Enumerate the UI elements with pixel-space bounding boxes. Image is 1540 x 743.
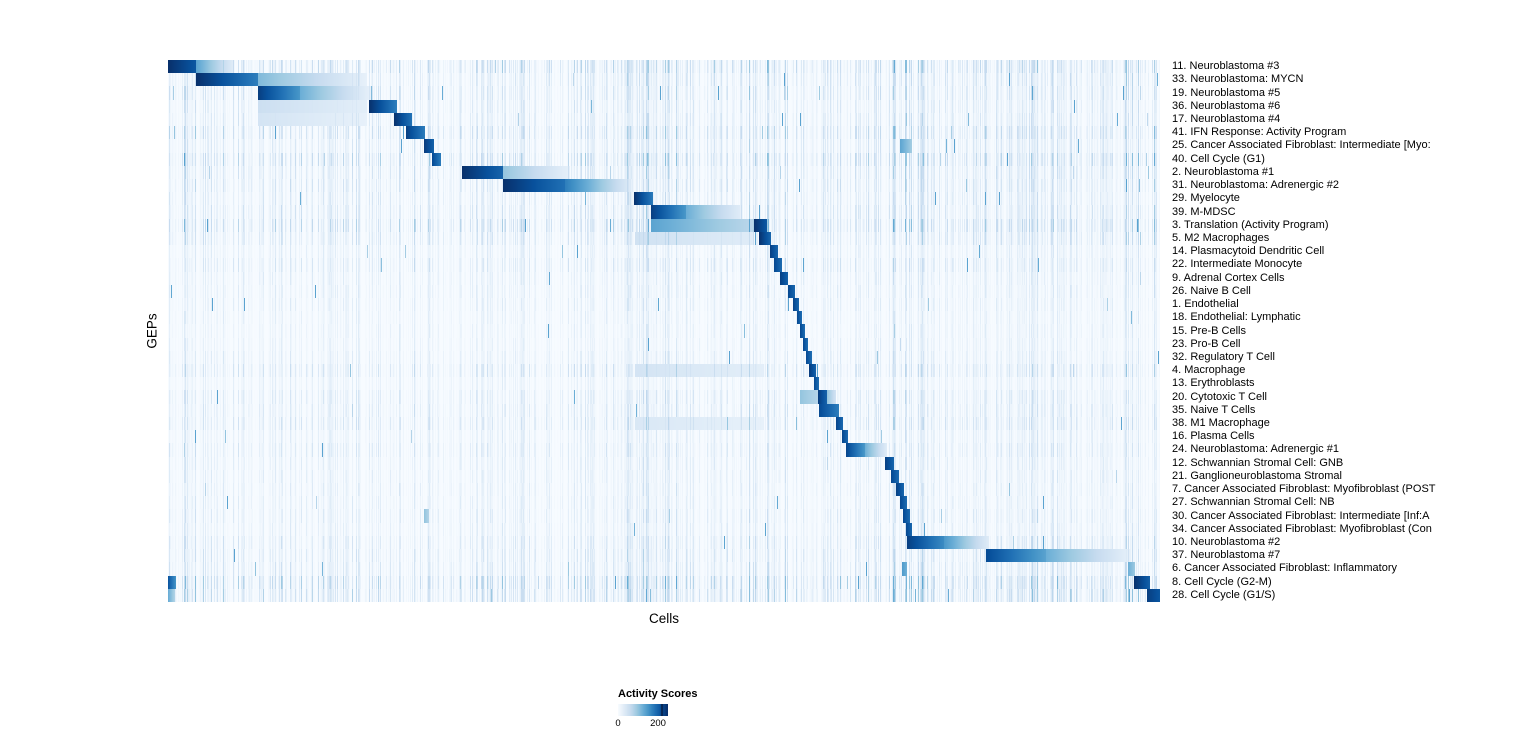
row-label: 5. M2 Macrophages — [1172, 231, 1270, 244]
legend-ticks: 0 200 — [615, 716, 668, 729]
row-label: 24. Neuroblastoma: Adrenergic #1 — [1172, 443, 1339, 456]
row-label: 20. Cytotoxic T Cell — [1172, 390, 1267, 403]
row-label: 29. Myelocyte — [1172, 192, 1240, 205]
legend-max-label: 200 — [650, 718, 666, 729]
legend: Activity Scores 0 200 — [615, 688, 738, 729]
row-label: 9. Adrenal Cortex Cells — [1172, 271, 1285, 284]
row-label: 4. Macrophage — [1172, 364, 1246, 377]
row-label: 11. Neuroblastoma #3 — [1172, 60, 1280, 73]
row-label: 18. Endothelial: Lymphatic — [1172, 311, 1301, 324]
row-label: 30. Cancer Associated Fibroblast: Interm… — [1172, 509, 1430, 522]
row-label: 8. Cell Cycle (G2-M) — [1172, 575, 1272, 588]
row-label: 26. Naive B Cell — [1172, 284, 1251, 297]
row-label: 6. Cancer Associated Fibroblast: Inflamm… — [1172, 562, 1397, 575]
row-label: 2. Neuroblastoma #1 — [1172, 165, 1275, 178]
row-label: 16. Plasma Cells — [1172, 430, 1255, 443]
row-label: 13. Erythroblasts — [1172, 377, 1255, 390]
row-label: 28. Cell Cycle (G1/S) — [1172, 588, 1276, 601]
x-axis-label: Cells — [648, 611, 679, 626]
row-label: 17. Neuroblastoma #4 — [1172, 112, 1281, 125]
row-label: 32. Regulatory T Cell — [1172, 350, 1275, 363]
legend-title: Activity Scores — [618, 688, 698, 700]
row-label: 41. IFN Response: Activity Program — [1172, 126, 1347, 139]
row-label: 14. Plasmacytoid Dendritic Cell — [1172, 245, 1325, 258]
row-label: 38. M1 Macrophage — [1172, 417, 1270, 430]
row-label: 3. Translation (Activity Program) — [1172, 218, 1329, 231]
row-label: 19. Neuroblastoma #5 — [1172, 86, 1281, 99]
heatmap-canvas — [168, 60, 1160, 602]
row-labels: 11. Neuroblastoma #3 33. Neuroblastoma: M… — [1172, 60, 1540, 602]
row-label: 15. Pre-B Cells — [1172, 324, 1246, 337]
row-label: 21. Ganglioneuroblastoma Stromal — [1172, 469, 1342, 482]
row-label: 31. Neuroblastoma: Adrenergic #2 — [1172, 179, 1339, 192]
row-label: 34. Cancer Associated Fibroblast: Myofib… — [1172, 522, 1432, 535]
legend-min-label: 0 — [615, 718, 621, 729]
y-axis-label: GEPs — [144, 313, 160, 349]
row-label: 7. Cancer Associated Fibroblast: Myofibr… — [1172, 483, 1436, 496]
row-label: 23. Pro-B Cell — [1172, 337, 1241, 350]
row-label: 40. Cell Cycle (G1) — [1172, 152, 1265, 165]
row-label: 1. Endothelial — [1172, 298, 1239, 311]
row-label: 39. M-MDSC — [1172, 205, 1236, 218]
row-label: 10. Neuroblastoma #2 — [1172, 536, 1281, 548]
row-label: 33. Neuroblastoma: MYCN — [1172, 73, 1304, 86]
legend-bar — [618, 704, 668, 716]
row-label: 35. Naive T Cells — [1172, 403, 1256, 416]
row-label: 36. Neuroblastoma #6 — [1172, 99, 1281, 112]
legend-gradient — [618, 704, 668, 716]
row-label: 25. Cancer Associated Fibroblast: Interm… — [1172, 139, 1431, 152]
row-label: 27. Schwannian Stromal Cell: NB — [1172, 496, 1335, 509]
row-label: 22. Intermediate Monocyte — [1172, 258, 1303, 271]
row-label: 37. Neuroblastoma #7 — [1172, 549, 1281, 562]
row-label: 12. Schwannian Stromal Cell: GNB — [1172, 456, 1344, 469]
